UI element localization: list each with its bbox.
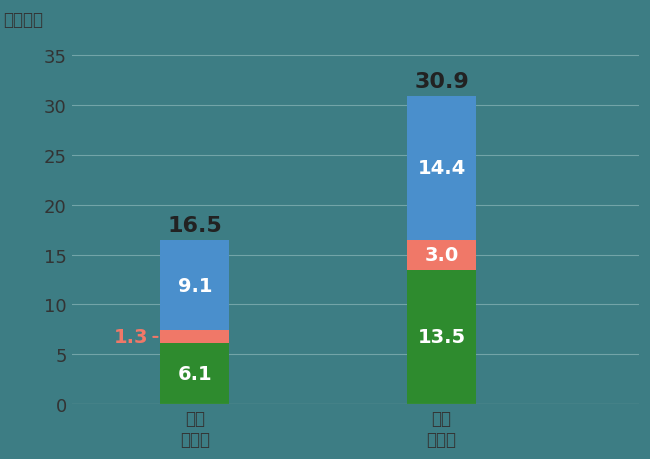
- Text: 30.9: 30.9: [414, 72, 469, 92]
- Bar: [407, 270, 476, 404]
- Text: 16.5: 16.5: [168, 215, 222, 235]
- Bar: [161, 344, 229, 404]
- Text: 1.3: 1.3: [114, 328, 148, 347]
- Text: 14.4: 14.4: [417, 159, 465, 178]
- Text: 6.1: 6.1: [177, 364, 212, 383]
- Bar: [161, 240, 229, 330]
- Text: （万円）: （万円）: [3, 11, 44, 29]
- Text: 13.5: 13.5: [417, 328, 465, 347]
- Text: 3.0: 3.0: [424, 246, 459, 264]
- Bar: [161, 330, 229, 344]
- Bar: [407, 97, 476, 240]
- Text: 9.1: 9.1: [177, 276, 212, 295]
- Bar: [407, 240, 476, 270]
